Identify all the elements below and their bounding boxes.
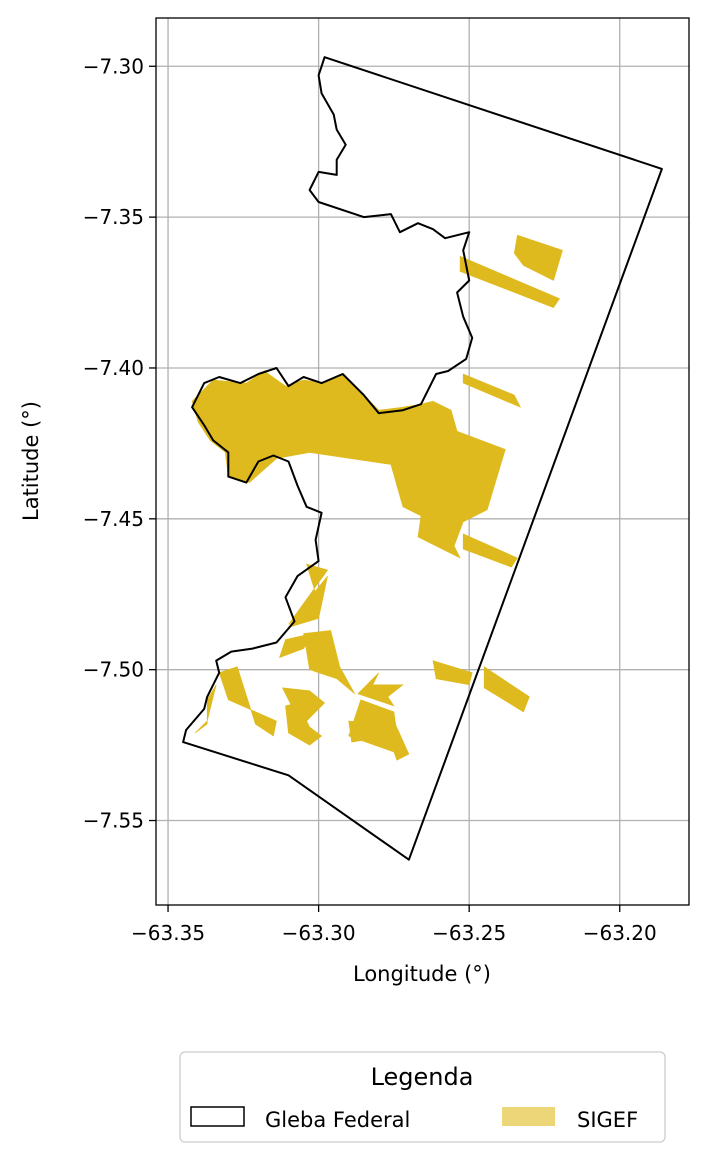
- sigef-parcel: [191, 370, 506, 559]
- sigef-parcel: [288, 563, 329, 625]
- x-axis-label: Longitude (°): [353, 962, 491, 986]
- sigef-parcel: [432, 660, 473, 686]
- x-tick-label: −63.25: [432, 921, 506, 945]
- x-tick-label: −63.30: [282, 921, 356, 945]
- y-tick-label: −7.50: [83, 658, 144, 682]
- sigef-parcel: [513, 234, 563, 281]
- y-tick-label: −7.45: [83, 507, 144, 531]
- y-tick-label: −7.30: [83, 54, 144, 78]
- legend-title: Legenda: [371, 1063, 474, 1091]
- sigef-parcel: [348, 720, 383, 743]
- sigef-parcel: [462, 533, 518, 568]
- sigef-parcel: [194, 684, 217, 734]
- sigef-parcel: [483, 666, 530, 713]
- sigef-parcel: [384, 720, 410, 761]
- sigef-parcel: [218, 666, 277, 737]
- legend-label-gleba-federal: Gleba Federal: [265, 1108, 410, 1132]
- sigef-parcel: [285, 702, 323, 746]
- sigef-parcel: [303, 630, 355, 695]
- gleba-federal-boundary: [182, 56, 663, 861]
- gleba-federal-outline: [182, 56, 663, 861]
- legend: Legenda Gleba Federal SIGEF: [179, 1051, 666, 1143]
- y-axis-label: Latitude (°): [19, 401, 43, 521]
- sigef-parcel: [459, 255, 560, 308]
- y-tick-label: −7.35: [83, 205, 144, 229]
- sigef-parcel: [462, 373, 522, 408]
- y-tick-label: −7.55: [83, 809, 144, 833]
- sigef-parcel: [357, 672, 404, 707]
- plot-frame: [155, 17, 690, 906]
- y-tick-label: −7.40: [83, 356, 144, 380]
- legend-swatch-sigef: [502, 1107, 555, 1126]
- legend-swatch-gleba-federal: [190, 1106, 245, 1127]
- legend-label-sigef: SIGEF: [577, 1108, 638, 1132]
- x-tick-label: −63.35: [131, 921, 205, 945]
- x-tick-label: −63.20: [583, 921, 657, 945]
- sigef-parcels: [191, 234, 563, 761]
- axis-ticks: −63.35 −63.30 −63.25 −63.20 −7.30 −7.35 −7.40 −…: [83, 54, 657, 945]
